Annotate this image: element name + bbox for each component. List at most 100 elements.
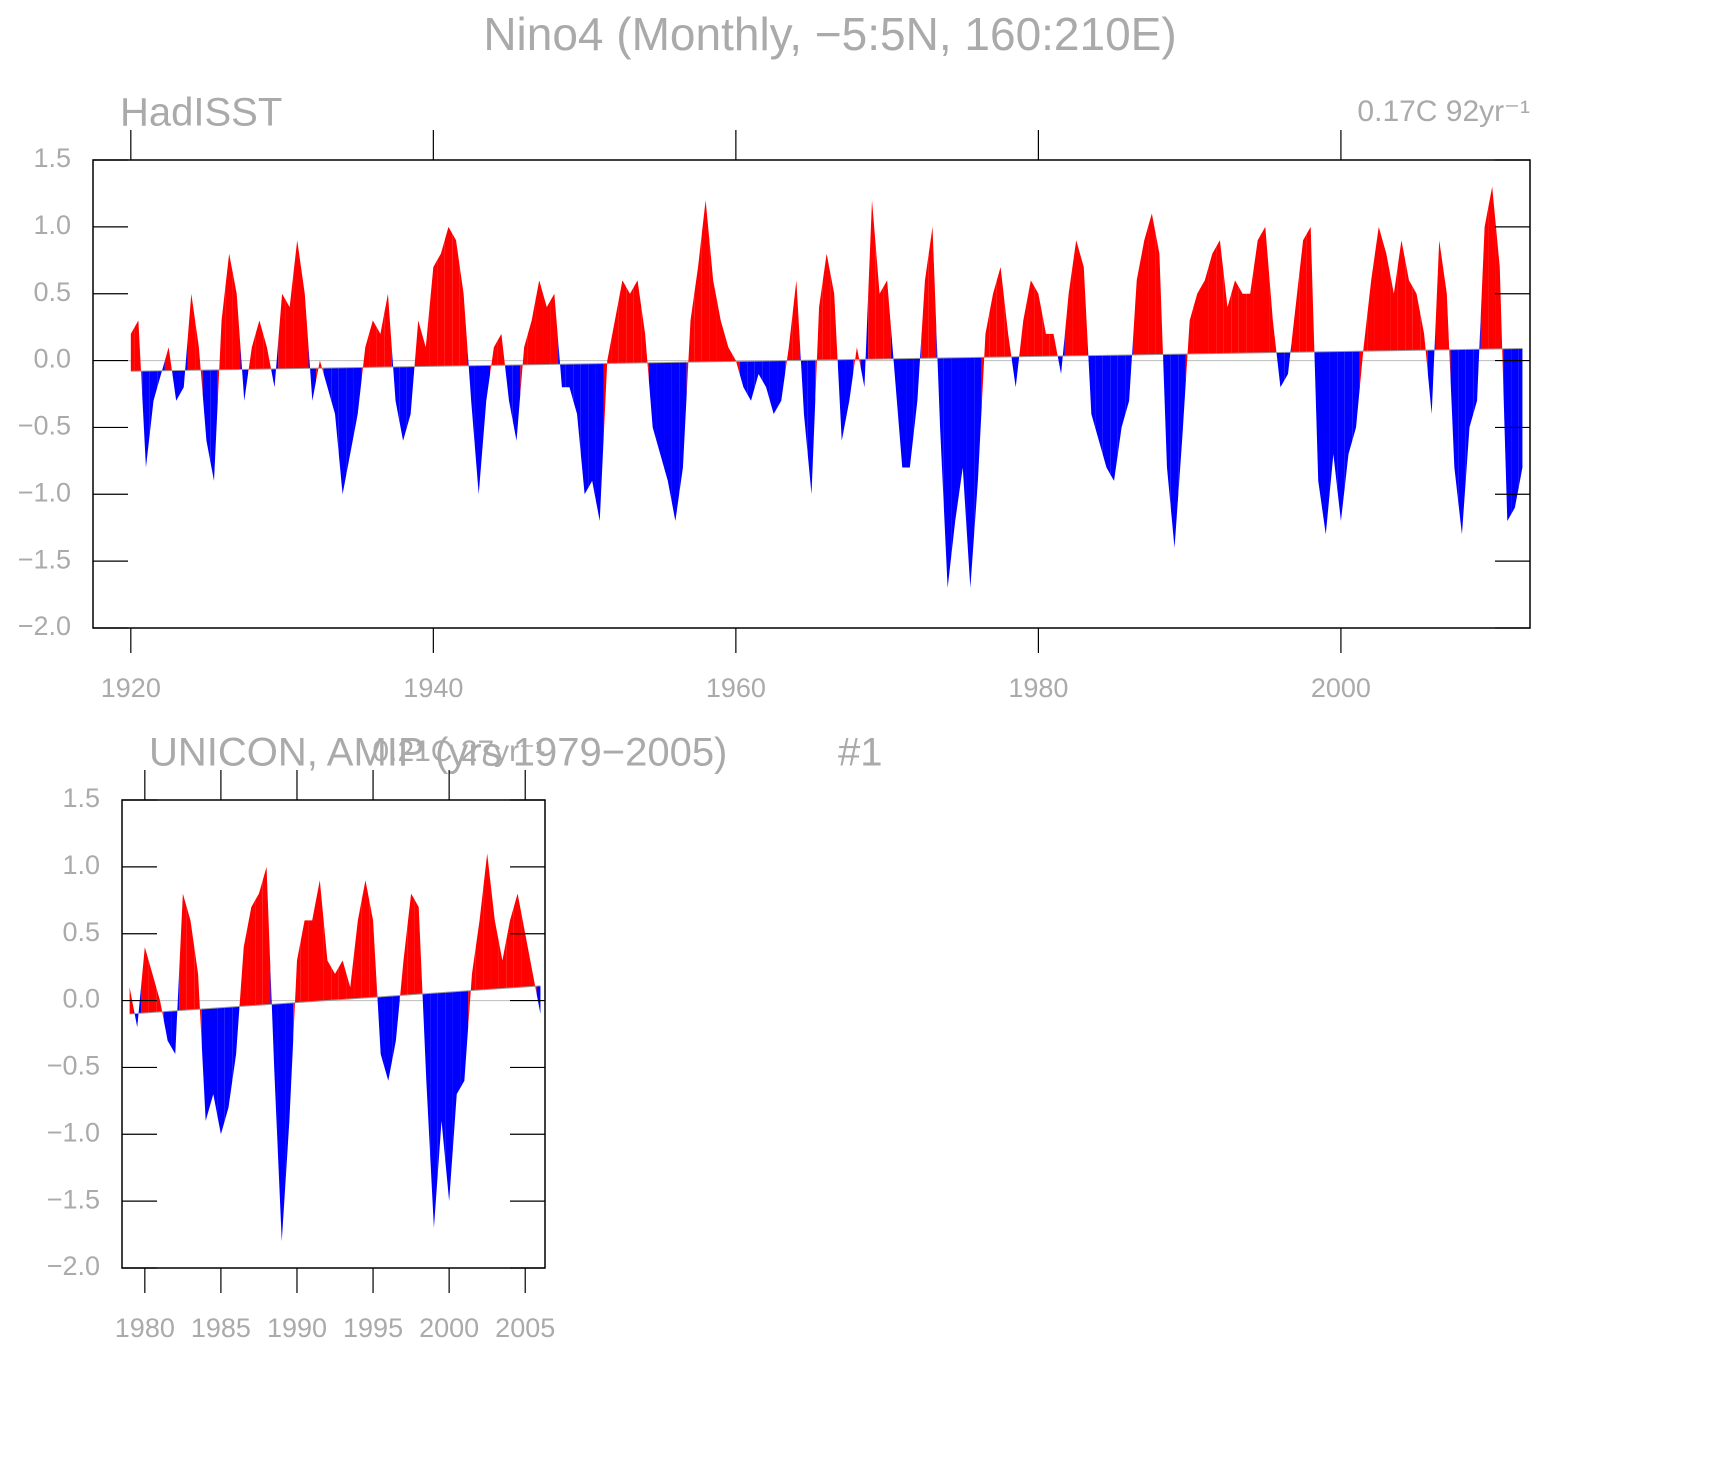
anomaly-area [376,987,385,1068]
anomaly-area [331,967,339,1001]
anomaly-area [936,327,944,508]
anomaly-area [262,866,271,1005]
anomaly-area [792,280,801,361]
anomaly-area [1004,300,1012,361]
anomaly-area [1337,351,1345,522]
anomaly-area [369,900,377,998]
anomaly-area [1367,253,1375,352]
page-title: Nino4 (Monthly, −5:5N, 160:210E) [483,8,1176,60]
anomaly-area [512,364,521,441]
anomaly-area [148,960,157,1013]
anomaly-area [611,300,619,364]
anomaly-area [1284,340,1292,381]
anomaly-area [130,327,135,372]
x-tick-label: 2005 [495,1313,555,1343]
anomaly-area [285,1002,294,1182]
anomaly-area [1170,354,1179,548]
anomaly-area [1238,287,1247,354]
anomaly-area [603,340,612,441]
anomaly-area [981,313,990,408]
anomaly-area [739,361,748,394]
anomaly-area [565,364,574,401]
anomaly-area [837,359,846,441]
anomaly-area [588,363,596,501]
anomaly-area [535,280,544,365]
anomaly-area [875,246,884,360]
anomaly-area [369,320,377,368]
y-tick-label: 0.5 [33,277,71,307]
anomaly-area [807,360,816,495]
anomaly-area [716,300,725,362]
anomaly-area [1488,186,1496,350]
anomaly-area [141,947,149,1014]
anomaly-area [686,293,695,394]
anomaly-area [247,900,256,1006]
anomaly-area [255,320,264,370]
anomaly-area [1322,351,1330,535]
plot-frame [92,159,1531,629]
anomaly-area [1072,240,1080,356]
anomaly-area [224,1006,233,1121]
anomaly-area [217,1007,225,1135]
anomaly-area [346,367,354,475]
anomaly-area [240,347,249,401]
anomaly-area [497,333,506,368]
anomaly-area [928,226,937,359]
y-tick-label: 1.0 [33,210,71,240]
anomaly-area [1079,253,1088,356]
anomaly-area [921,253,929,359]
anomaly-area [384,293,392,368]
anomaly-area [913,340,922,435]
anomaly-area [149,370,158,435]
anomaly-area [898,358,907,468]
anomaly-area [172,370,180,401]
anomaly-area [1511,348,1519,515]
anomaly-area [414,320,422,368]
anomaly-area [278,293,286,369]
anomaly-area [845,359,854,421]
anomaly-area [134,320,143,394]
anomaly-area [543,293,551,365]
x-tick-label: 1995 [343,1313,403,1343]
anomaly-area [164,347,173,374]
anomaly-area [186,906,195,1011]
anomaly-area [384,996,393,1081]
anomaly-area [853,347,861,374]
anomaly-area [1125,340,1133,415]
anomaly-area [270,340,279,388]
anomaly-area [1223,273,1232,354]
anomaly-area [868,200,876,360]
anomaly-area [133,987,142,1028]
anomaly-area [1359,313,1368,388]
anomaly-area [1208,246,1217,354]
anomaly-area [406,366,415,428]
anomaly-area [270,967,278,1155]
anomaly-area [1216,240,1224,354]
anomaly-area [966,357,975,588]
anomaly-area [490,340,498,374]
anomaly-area [1458,349,1466,535]
anomaly-area [529,953,537,994]
anomaly-area [1299,233,1307,353]
anomaly-area [1443,266,1451,381]
anomaly-area [1314,351,1323,508]
anomaly-area [157,360,165,388]
anomaly-area [1397,240,1406,351]
anomaly-area [1102,355,1111,475]
y-tick-label: 1.5 [62,783,100,813]
anomaly-area [353,367,362,435]
anomaly-area [694,233,702,363]
anomaly-area [308,900,316,1002]
anomaly-area [951,357,959,555]
anomaly-area [483,853,491,990]
anomaly-area [399,927,408,1001]
anomaly-area [300,920,309,1003]
anomaly-area [156,987,164,1021]
anomaly-area [248,333,256,374]
anomaly-area [943,357,952,588]
anomaly-area [217,287,226,401]
anomaly-area [558,340,566,388]
y-tick-label: 0.0 [62,984,100,1014]
x-tick-label: 1920 [101,673,161,703]
